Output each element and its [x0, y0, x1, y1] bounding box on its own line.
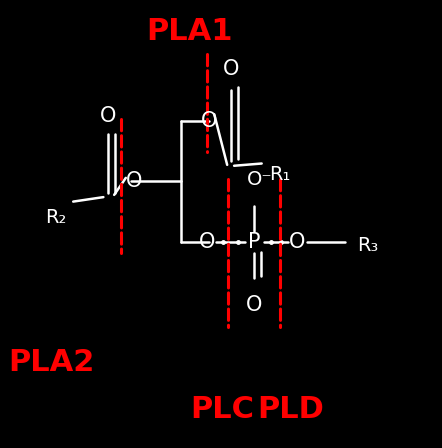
Text: O: O [126, 172, 142, 191]
Text: O: O [222, 60, 239, 79]
Text: R₃: R₃ [357, 236, 378, 255]
Text: O: O [290, 232, 306, 252]
Text: O⁻: O⁻ [247, 170, 272, 189]
Text: O: O [199, 232, 215, 252]
Text: O: O [99, 107, 116, 126]
Text: PLA2: PLA2 [8, 349, 95, 377]
Text: O: O [246, 295, 263, 314]
Text: O: O [201, 111, 217, 131]
Text: R₂: R₂ [45, 208, 67, 227]
Text: P: P [248, 232, 261, 252]
Text: PLC: PLC [190, 396, 254, 424]
Text: R₁: R₁ [270, 165, 291, 184]
Text: PLD: PLD [258, 396, 324, 424]
Text: PLA1: PLA1 [146, 17, 233, 46]
